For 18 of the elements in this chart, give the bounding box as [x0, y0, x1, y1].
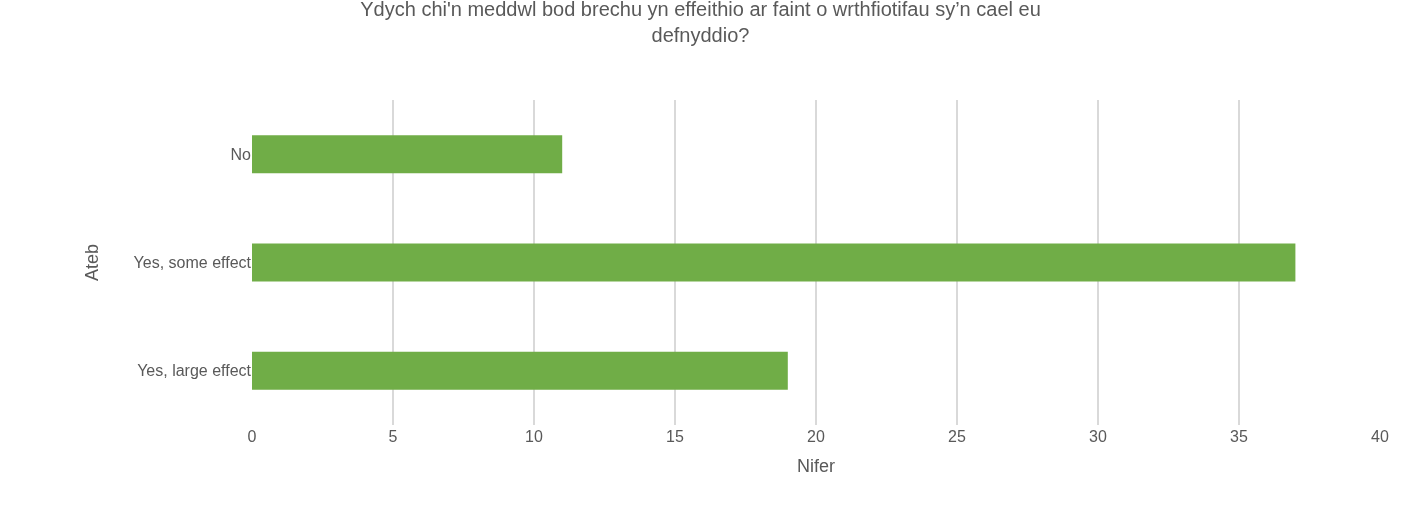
x-tick-label: 25: [948, 428, 966, 445]
x-tick-label: 0: [247, 428, 257, 445]
y-tick-label: Yes, some effect: [133, 254, 252, 272]
x-tick-label: 30: [1089, 428, 1107, 445]
bar: [252, 351, 788, 390]
y-axis-title: Ateb: [81, 243, 102, 282]
y-tick-label: Yes, large effect: [137, 362, 252, 380]
y-tick-label: No: [230, 145, 252, 163]
x-tick-label: 20: [807, 428, 825, 445]
chart-title: Ydych chi'n meddwl bod brechu yn effeithio ar faint o wrthfiotifau sy’n cael eu defnyddio?: [360, 0, 1041, 46]
x-tick-label: 15: [666, 428, 684, 445]
bar: [252, 243, 1296, 282]
x-tick-label: 5: [388, 428, 398, 445]
x-tick-label: 40: [1371, 428, 1389, 445]
x-tick-label: 35: [1230, 428, 1248, 445]
x-axis-title: Nifer: [796, 456, 836, 477]
x-tick-label: 10: [525, 428, 543, 445]
bar: [252, 135, 563, 174]
